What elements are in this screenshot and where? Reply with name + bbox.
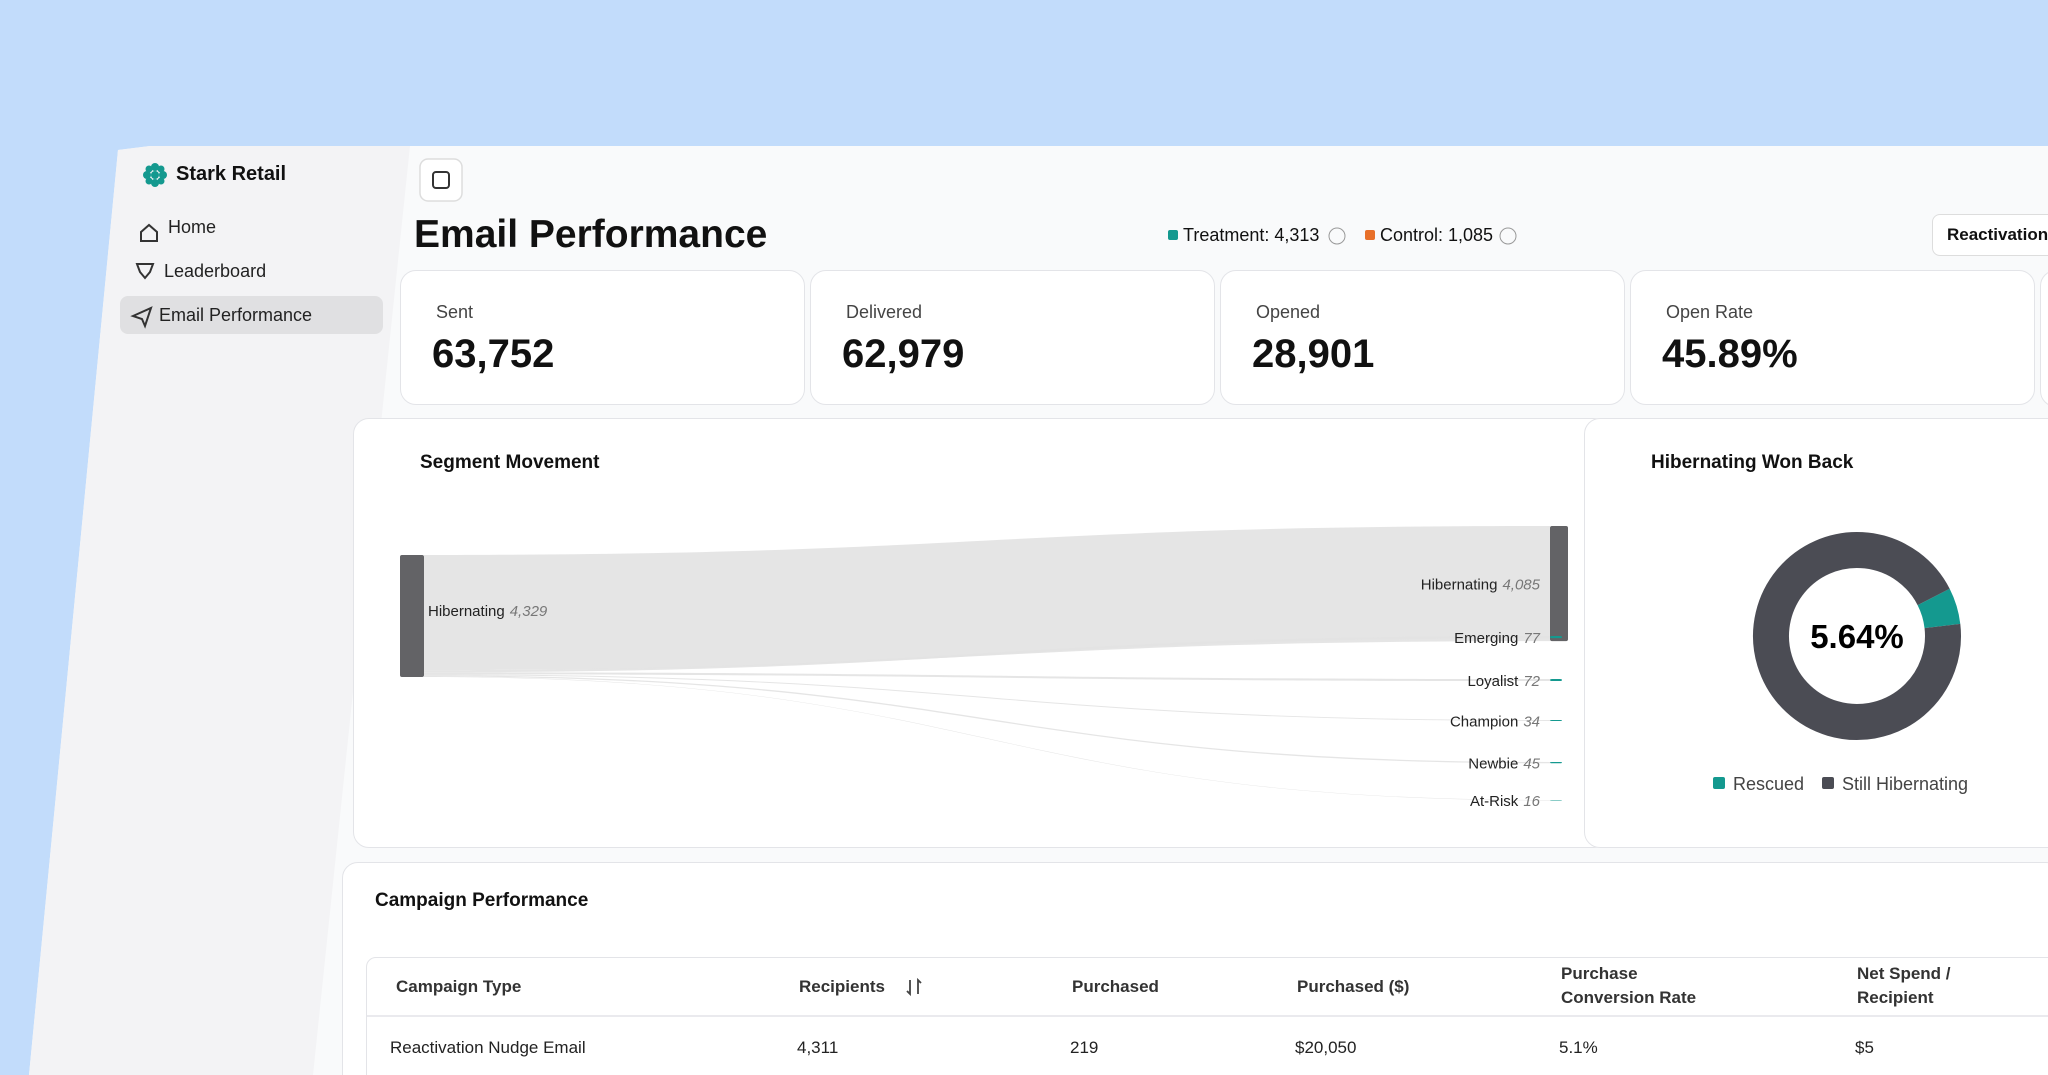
kpi-label: Open Rate — [1666, 302, 1754, 322]
flow — [424, 526, 1550, 671]
kpi-value: 45.89% — [1662, 332, 1798, 376]
sidebar-bg — [29, 146, 410, 1075]
kpi-card — [400, 270, 805, 405]
donut-slice — [1753, 532, 1961, 740]
table-cell: 4,311 — [797, 1038, 839, 1057]
target-node — [1550, 720, 1562, 721]
node-name: Emerging — [1454, 630, 1518, 647]
flow — [424, 674, 1550, 721]
kpi-value: 62,979 — [842, 332, 965, 376]
kpi-value: 63,752 — [432, 332, 555, 376]
table-cell: Reactivation Nudge Email — [390, 1038, 586, 1057]
brand-logo — [143, 163, 167, 187]
node-name: Loyalist — [1467, 673, 1519, 690]
node-name: Hibernating — [1421, 577, 1498, 594]
table-title: Campaign Performance — [375, 890, 589, 911]
flow — [424, 672, 1550, 682]
node-value: 77 — [1523, 630, 1540, 647]
table-cell: $5 — [1855, 1038, 1874, 1057]
node-label: Hibernating 4,329 — [428, 603, 548, 620]
kpi-card — [810, 270, 1215, 405]
column-header: Purchased ($) — [1297, 977, 1410, 996]
target-node — [1550, 762, 1562, 764]
chart-title: Hibernating Won Back — [1651, 452, 1854, 473]
kpi-label: Sent — [436, 302, 474, 322]
donut-center-label: 5.64% — [1810, 618, 1904, 655]
table-cell: 219 — [1070, 1038, 1099, 1057]
target-node — [1550, 526, 1568, 642]
flow — [424, 675, 1550, 764]
treatment-count: Treatment: 4,313 — [1183, 225, 1320, 245]
flow — [424, 636, 1550, 673]
kpi-card — [1220, 270, 1625, 405]
send-icon — [130, 306, 153, 329]
campaign-select[interactable]: Reactivation — [1932, 214, 2048, 256]
info-icon[interactable] — [1328, 227, 1346, 245]
column-header: Campaign Type — [396, 977, 522, 996]
node-label: At-Risk 16 — [1470, 793, 1541, 810]
legend-label: Still Hibernating — [1842, 774, 1968, 794]
chart-title: Segment Movement — [420, 452, 600, 473]
toggle-icon — [432, 171, 450, 189]
nav-item[interactable]: Email Performance — [159, 305, 313, 325]
trophy-icon — [135, 263, 155, 280]
kpi-card — [2040, 270, 2048, 407]
node-label: Champion 34 — [1450, 713, 1540, 730]
nav-item[interactable]: Leaderboard — [164, 261, 267, 281]
nav-active-bg — [120, 296, 383, 334]
node-label: Emerging 77 — [1454, 630, 1541, 647]
table-cell: $20,050 — [1295, 1038, 1357, 1057]
flow — [424, 676, 1550, 801]
legend-swatch — [1822, 777, 1834, 789]
column-header: Purchase Conversion Rate — [1561, 964, 1697, 1007]
kpi-value: 28,901 — [1252, 332, 1375, 376]
node-name: Champion — [1450, 713, 1518, 730]
column-header: Net Spend / Recipient — [1857, 964, 1951, 1007]
control-count: Control: 1,085 — [1380, 225, 1494, 245]
node-label: Hibernating 4,085 — [1421, 577, 1541, 594]
info-icon[interactable] — [1499, 227, 1517, 245]
legend-swatch — [1713, 777, 1725, 789]
kpi-card — [1630, 270, 2035, 405]
control-swatch — [1365, 230, 1375, 240]
source-node — [400, 555, 424, 677]
node-name: Newbie — [1468, 756, 1518, 773]
node-value: 16 — [1523, 793, 1540, 810]
brand: Stark Retail — [176, 163, 287, 185]
kpi-label: Delivered — [846, 302, 923, 322]
target-node — [1550, 679, 1562, 682]
column-header[interactable]: Recipients — [799, 977, 885, 996]
node-label: Loyalist 72 — [1467, 673, 1540, 690]
table-cell: 5.1% — [1559, 1038, 1598, 1057]
sort-icon[interactable] — [906, 977, 922, 997]
column-header: Purchased — [1072, 977, 1159, 996]
target-node — [1550, 636, 1562, 639]
node-value: 45 — [1523, 756, 1540, 773]
nav-item[interactable]: Home — [168, 217, 217, 237]
sidebar-toggle[interactable] — [419, 158, 463, 202]
node-value: 72 — [1523, 673, 1540, 690]
node-value: 4,085 — [1502, 577, 1540, 594]
donut-slice — [1917, 588, 1961, 629]
kpi-label: Opened — [1256, 302, 1321, 322]
treatment-swatch — [1168, 230, 1178, 240]
donut-card — [1584, 418, 2048, 848]
node-value: 34 — [1523, 713, 1540, 730]
home-icon — [140, 223, 158, 242]
page-title: Email Performance — [414, 213, 768, 256]
node-value: 4,329 — [510, 603, 548, 620]
legend-label: Rescued — [1733, 774, 1804, 794]
node-name: Hibernating — [428, 603, 505, 620]
node-label: Newbie 45 — [1468, 756, 1540, 773]
node-name: At-Risk — [1470, 793, 1519, 810]
